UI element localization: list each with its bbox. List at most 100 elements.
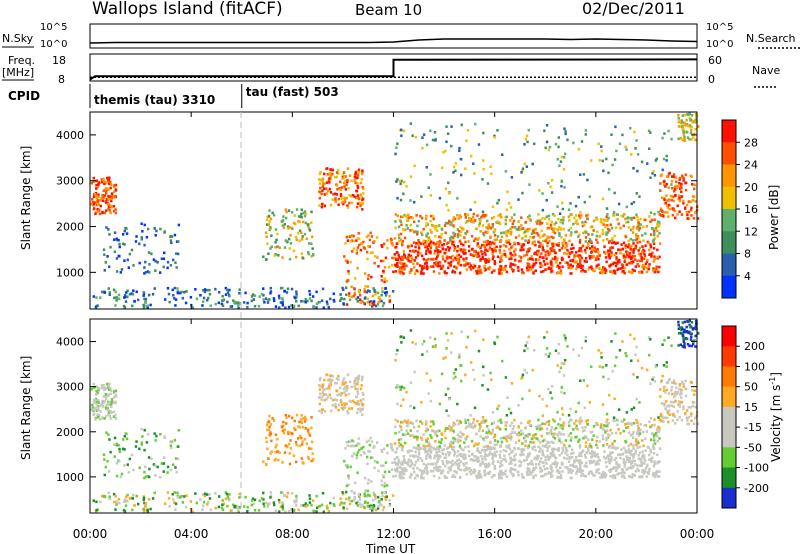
power-cell: [550, 267, 553, 270]
power-cell: [630, 218, 633, 221]
power-cell: [470, 234, 474, 238]
power-cell: [541, 256, 544, 259]
velocity-cell: [616, 463, 620, 467]
power-cell: [144, 300, 147, 304]
power-cell: [607, 216, 610, 220]
power-cell: [105, 198, 108, 201]
power-cell: [547, 181, 550, 185]
velocity-cell: [486, 435, 489, 439]
power-cell: [363, 290, 366, 293]
power-cell: [578, 238, 582, 242]
velocity-cell: [410, 461, 413, 464]
velocity-cell: [547, 420, 551, 423]
power-cell: [629, 257, 633, 261]
power-cell: [613, 158, 617, 161]
velocity-cell: [343, 406, 347, 409]
power-cell: [359, 181, 363, 185]
velocity-cell: [514, 453, 517, 456]
power-cell: [601, 159, 604, 163]
power-cell: [206, 298, 209, 302]
velocity-cell: [567, 471, 570, 474]
velocity-cell: [417, 425, 421, 428]
velocity-cell: [528, 419, 531, 423]
power-cell: [639, 217, 642, 221]
power-cell: [476, 244, 479, 248]
power-cell: [602, 270, 606, 274]
velocity-cell: [295, 413, 299, 417]
velocity-cell: [455, 463, 458, 466]
power-cell: [458, 271, 462, 275]
power-cell: [95, 195, 98, 198]
velocity-cell: [447, 446, 450, 450]
velocity-cell: [268, 502, 271, 505]
velocity-cell: [395, 447, 399, 451]
velocity-cell: [403, 419, 406, 422]
velocity-cell: [632, 452, 636, 456]
velocity-cell: [403, 459, 407, 463]
velocity-cell: [505, 421, 509, 424]
power-cell: [135, 235, 138, 238]
power-cell: [686, 217, 689, 220]
velocity-cell: [179, 496, 182, 499]
velocity-cell: [630, 476, 634, 479]
power-cell: [356, 296, 360, 299]
power-cell: [534, 227, 537, 231]
power-cell: [685, 118, 688, 122]
power-cell: [628, 261, 631, 265]
velocity-cell: [552, 441, 555, 445]
velocity-cell: [429, 462, 433, 466]
power-cell: [380, 243, 383, 247]
velocity-cell: [462, 433, 465, 436]
velocity-cell: [318, 409, 321, 413]
velocity-cell: [276, 437, 279, 441]
velocity-cell: [140, 427, 143, 431]
velocity-cell: [468, 422, 472, 426]
velocity-cell: [613, 474, 616, 477]
power-cell: [577, 249, 581, 253]
power-cell: [491, 252, 494, 256]
power-cell: [650, 254, 653, 257]
freq-label: Freq.: [8, 54, 35, 67]
velocity-cell: [442, 462, 445, 466]
velocity-cell: [482, 438, 486, 442]
velocity-cell: [429, 433, 432, 437]
velocity-cell: [99, 410, 103, 413]
power-cell: [691, 136, 695, 139]
velocity-cell: [391, 461, 394, 465]
velocity-cell: [607, 454, 610, 457]
velocity-cell: [311, 499, 315, 503]
velocity-cell: [465, 466, 468, 469]
velocity-cell: [656, 430, 659, 434]
power-cell: [177, 291, 181, 294]
velocity-cell: [507, 434, 510, 438]
power-cell: [586, 213, 590, 217]
velocity-cell: [574, 419, 578, 423]
velocity-cell: [647, 470, 651, 473]
velocity-cell: [641, 470, 644, 474]
power-cell: [422, 257, 426, 261]
power-cell: [690, 128, 693, 132]
power-cell: [419, 214, 422, 218]
power-cell: [614, 252, 618, 255]
power-cell: [536, 250, 539, 253]
power-cell: [667, 186, 670, 189]
power-cell: [114, 211, 118, 215]
velocity-cell: [108, 495, 111, 499]
power-cell: [329, 191, 333, 194]
velocity-cell: [304, 427, 307, 430]
velocity-cell: [103, 388, 106, 392]
velocity-cell: [120, 472, 124, 476]
power-cell: [265, 218, 269, 221]
power-cell: [319, 186, 322, 190]
power-cell: [523, 254, 526, 258]
power-cell: [347, 270, 350, 273]
power-cell: [384, 287, 387, 290]
velocity-cell: [407, 419, 410, 422]
velocity-cell: [383, 484, 386, 488]
velocity-cell: [431, 462, 435, 466]
power-cell: [588, 257, 592, 260]
power-cell: [393, 253, 396, 256]
power-cell: [425, 215, 428, 218]
velocity-cell: [637, 426, 640, 430]
velocity-cell: [642, 472, 646, 475]
